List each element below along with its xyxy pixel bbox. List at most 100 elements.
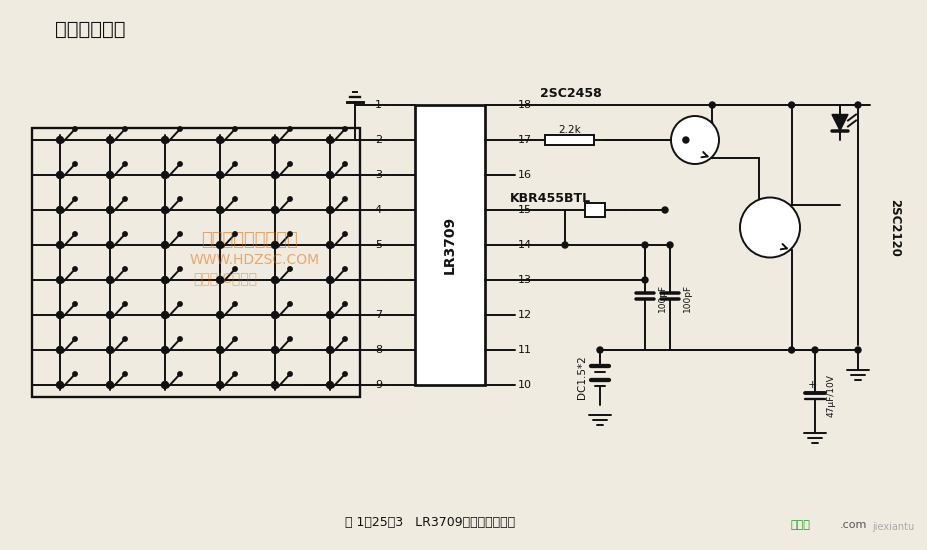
Circle shape bbox=[667, 242, 672, 248]
Circle shape bbox=[342, 162, 347, 166]
Circle shape bbox=[72, 197, 77, 201]
Circle shape bbox=[739, 197, 799, 257]
Text: 5: 5 bbox=[375, 240, 382, 250]
Circle shape bbox=[107, 206, 113, 213]
Bar bbox=[545, 135, 594, 145]
Circle shape bbox=[216, 382, 223, 388]
Circle shape bbox=[342, 302, 347, 306]
Text: jiexiantu: jiexiantu bbox=[871, 522, 913, 532]
Text: 8: 8 bbox=[375, 345, 382, 355]
Circle shape bbox=[57, 172, 63, 179]
Text: 典型应用电路: 典型应用电路 bbox=[55, 20, 125, 39]
Circle shape bbox=[57, 277, 63, 283]
Circle shape bbox=[326, 206, 333, 213]
Circle shape bbox=[287, 162, 292, 166]
Circle shape bbox=[72, 127, 77, 131]
Circle shape bbox=[72, 372, 77, 376]
Circle shape bbox=[272, 346, 278, 354]
Circle shape bbox=[326, 346, 333, 354]
Circle shape bbox=[178, 372, 182, 376]
Circle shape bbox=[287, 267, 292, 271]
Circle shape bbox=[122, 372, 127, 376]
Circle shape bbox=[326, 311, 333, 318]
Circle shape bbox=[57, 241, 63, 249]
Circle shape bbox=[326, 277, 333, 283]
Circle shape bbox=[107, 136, 113, 144]
Circle shape bbox=[326, 136, 333, 144]
Circle shape bbox=[854, 102, 860, 108]
Text: 2SC2120: 2SC2120 bbox=[887, 199, 900, 256]
Circle shape bbox=[326, 382, 333, 388]
Circle shape bbox=[122, 162, 127, 166]
Text: 3: 3 bbox=[375, 170, 382, 180]
Circle shape bbox=[72, 267, 77, 271]
Circle shape bbox=[287, 127, 292, 131]
Circle shape bbox=[216, 241, 223, 249]
Circle shape bbox=[272, 172, 278, 179]
Circle shape bbox=[272, 277, 278, 283]
Circle shape bbox=[287, 337, 292, 341]
Circle shape bbox=[233, 337, 237, 341]
Text: 2.2k: 2.2k bbox=[558, 125, 580, 135]
Circle shape bbox=[72, 232, 77, 236]
Circle shape bbox=[178, 337, 182, 341]
Circle shape bbox=[287, 197, 292, 201]
Circle shape bbox=[57, 311, 63, 318]
Circle shape bbox=[641, 277, 647, 283]
Circle shape bbox=[57, 206, 63, 213]
Text: 全最大IC购网站: 全最大IC购网站 bbox=[193, 271, 257, 285]
Circle shape bbox=[178, 197, 182, 201]
Circle shape bbox=[272, 382, 278, 388]
Bar bbox=[414, 105, 485, 385]
Text: KBR455BTL: KBR455BTL bbox=[510, 192, 590, 205]
Circle shape bbox=[57, 382, 63, 388]
Text: 4: 4 bbox=[375, 205, 382, 215]
Circle shape bbox=[57, 346, 63, 354]
Circle shape bbox=[272, 206, 278, 213]
Circle shape bbox=[122, 197, 127, 201]
Circle shape bbox=[272, 136, 278, 144]
Circle shape bbox=[233, 232, 237, 236]
Circle shape bbox=[811, 347, 817, 353]
Circle shape bbox=[161, 206, 169, 213]
Circle shape bbox=[178, 267, 182, 271]
Circle shape bbox=[107, 277, 113, 283]
Circle shape bbox=[216, 346, 223, 354]
Circle shape bbox=[122, 337, 127, 341]
Circle shape bbox=[326, 241, 333, 249]
Text: 14: 14 bbox=[517, 240, 531, 250]
Circle shape bbox=[287, 372, 292, 376]
Text: 10: 10 bbox=[517, 380, 531, 390]
Circle shape bbox=[161, 346, 169, 354]
Text: 16: 16 bbox=[517, 170, 531, 180]
Circle shape bbox=[178, 232, 182, 236]
Circle shape bbox=[122, 302, 127, 306]
Circle shape bbox=[708, 102, 715, 108]
Text: 13: 13 bbox=[517, 275, 531, 285]
Circle shape bbox=[216, 136, 223, 144]
Circle shape bbox=[216, 277, 223, 283]
Circle shape bbox=[161, 241, 169, 249]
Circle shape bbox=[342, 337, 347, 341]
Text: 18: 18 bbox=[517, 100, 531, 110]
Circle shape bbox=[641, 242, 647, 248]
Circle shape bbox=[178, 162, 182, 166]
Circle shape bbox=[122, 267, 127, 271]
Polygon shape bbox=[832, 114, 847, 130]
Text: LR3709: LR3709 bbox=[442, 216, 456, 274]
Circle shape bbox=[161, 172, 169, 179]
Circle shape bbox=[107, 241, 113, 249]
Text: WWW.HDZSC.COM: WWW.HDZSC.COM bbox=[190, 253, 320, 267]
Circle shape bbox=[216, 206, 223, 213]
Circle shape bbox=[178, 127, 182, 131]
Circle shape bbox=[72, 337, 77, 341]
Text: 2SC2458: 2SC2458 bbox=[540, 87, 601, 100]
Circle shape bbox=[233, 267, 237, 271]
Text: 2: 2 bbox=[375, 135, 382, 145]
Text: 17: 17 bbox=[517, 135, 531, 145]
Circle shape bbox=[122, 127, 127, 131]
Circle shape bbox=[161, 277, 169, 283]
Circle shape bbox=[161, 136, 169, 144]
Circle shape bbox=[342, 267, 347, 271]
Circle shape bbox=[854, 347, 860, 353]
